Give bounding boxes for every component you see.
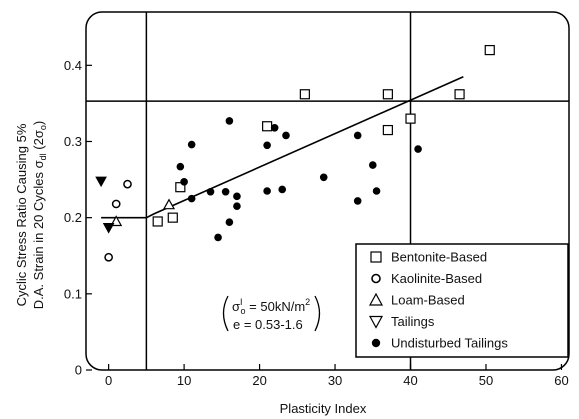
- point-undisturbed-tailings: [225, 218, 234, 227]
- point-loam-based: [162, 198, 176, 210]
- point-bentonite-based: [262, 121, 273, 132]
- y-tick-label: 0.2: [64, 210, 82, 225]
- y-axis-title: Cyclic Stress Ratio Causing 5% D.A. Stra…: [14, 121, 48, 310]
- annotation-right-paren: [314, 295, 321, 332]
- point-undisturbed-tailings: [263, 141, 271, 150]
- point-undisturbed-tailings: [225, 117, 234, 125]
- plot-area: [85, 11, 570, 371]
- x-tick-label: 40: [403, 373, 417, 388]
- point-tailings: [102, 223, 115, 234]
- point-bentonite-based: [299, 89, 310, 100]
- y-axis-title-line1: Cyclic Stress Ratio Causing 5%: [14, 123, 29, 306]
- point-bentonite-based: [152, 216, 163, 227]
- point-undisturbed-tailings: [233, 202, 241, 211]
- point-undisturbed-tailings: [278, 185, 287, 194]
- legend-label-loam-based: Loam-Based: [391, 293, 465, 308]
- point-bentonite-based: [405, 113, 416, 124]
- annotation-left-paren: [222, 295, 229, 332]
- legend-label-tailings: Tailings: [391, 314, 435, 329]
- point-undisturbed-tailings: [187, 194, 196, 203]
- x-axis-ticks: 0 10 20 30 40 50 60: [105, 364, 569, 388]
- point-bentonite-based: [484, 44, 495, 56]
- point-bentonite-based: [454, 89, 465, 100]
- legend-marker-bentonite-based: [370, 251, 382, 263]
- annotation-line2: e = 0.53-1.6: [233, 317, 303, 332]
- legend: Bentonite-Based Kaolinite-Based Loam-Based…: [355, 243, 569, 358]
- y-tick-label: 0.3: [64, 134, 82, 149]
- y-axis-title-line2: D.A. Strain in 20 Cycles σdl (2σo): [31, 121, 48, 310]
- x-tick-label: 0: [105, 373, 112, 388]
- point-bentonite-based: [382, 89, 393, 100]
- point-undisturbed-tailings: [282, 131, 290, 140]
- point-undisturbed-tailings: [353, 197, 362, 205]
- annotation-line1: σI o = 50kN/m2: [232, 297, 310, 316]
- data-points: [95, 44, 495, 262]
- point-undisturbed-tailings: [353, 131, 362, 140]
- legend-marker-tailings: [368, 315, 384, 329]
- legend-label-bentonite-based: Bentonite-Based: [391, 250, 487, 265]
- point-bentonite-based: [167, 212, 178, 223]
- x-tick-label: 60: [554, 373, 568, 388]
- legend-box: [355, 243, 569, 358]
- legend-label-kaolinite-based: Kaolinite-Based: [391, 271, 482, 286]
- point-undisturbed-tailings: [233, 192, 241, 201]
- point-kaolinite-based: [123, 179, 132, 189]
- point-undisturbed-tailings: [176, 162, 185, 171]
- point-bentonite-based: [175, 182, 186, 193]
- x-tick-label: 30: [328, 373, 342, 388]
- point-undisturbed-tailings: [263, 187, 271, 195]
- point-tailings: [95, 176, 107, 188]
- plot-border: [85, 11, 570, 371]
- legend-label-undisturbed-tailings: Undisturbed Tailings: [391, 336, 508, 351]
- y-axis-ticks: 0 0.1 0.2 0.3 0.4: [64, 58, 92, 378]
- x-tick-label: 50: [479, 373, 493, 388]
- point-undisturbed-tailings: [187, 140, 196, 149]
- x-axis-title: Plasticity Index: [280, 401, 367, 416]
- x-tick-label: 20: [252, 373, 266, 388]
- point-undisturbed-tailings: [368, 161, 377, 169]
- annotation: σI o = 50kN/m2 e = 0.53-1.6: [222, 295, 321, 332]
- legend-marker-kaolinite-based: [371, 273, 381, 284]
- legend-marker-loam-based: [368, 292, 384, 306]
- legend-marker-undisturbed-tailings: [371, 338, 381, 348]
- point-bentonite-based: [382, 124, 393, 136]
- point-undisturbed-tailings: [214, 233, 222, 242]
- point-undisturbed-tailings: [221, 187, 230, 196]
- point-undisturbed-tailings: [270, 123, 279, 132]
- point-kaolinite-based: [104, 252, 113, 262]
- y-tick-label: 0: [75, 363, 82, 378]
- point-kaolinite-based: [111, 199, 121, 209]
- trend-line: [101, 76, 464, 219]
- point-undisturbed-tailings: [319, 173, 328, 182]
- point-undisturbed-tailings: [372, 187, 381, 195]
- y-tick-label: 0.1: [64, 286, 82, 301]
- trend-line-group: [101, 76, 464, 219]
- point-undisturbed-tailings: [414, 145, 422, 153]
- point-undisturbed-tailings: [206, 187, 215, 196]
- y-tick-label: 0.4: [64, 58, 82, 73]
- point-undisturbed-tailings: [180, 178, 188, 186]
- x-tick-label: 10: [177, 373, 191, 388]
